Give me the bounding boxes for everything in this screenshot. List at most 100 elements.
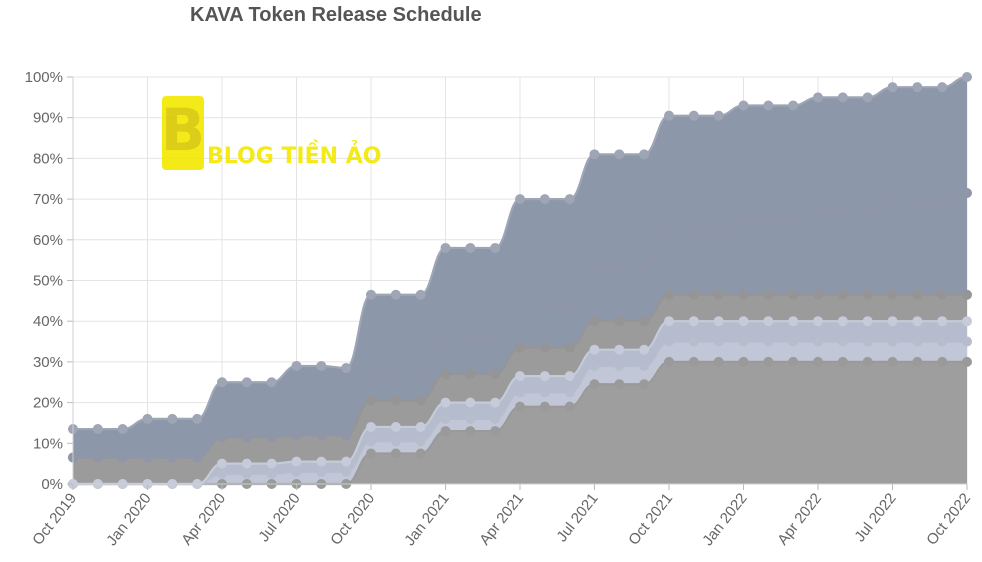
data-point[interactable] — [589, 360, 600, 371]
data-point[interactable] — [167, 452, 178, 463]
data-point[interactable] — [539, 371, 550, 382]
data-point[interactable] — [515, 401, 525, 412]
data-point[interactable] — [788, 216, 799, 227]
data-point[interactable] — [713, 336, 724, 347]
data-point[interactable] — [813, 356, 823, 367]
data-point[interactable] — [688, 336, 699, 347]
data-point[interactable] — [440, 426, 451, 437]
data-point[interactable] — [366, 395, 376, 406]
data-point[interactable] — [291, 456, 302, 467]
data-point[interactable] — [390, 448, 401, 459]
data-point[interactable] — [664, 356, 674, 367]
data-point[interactable] — [937, 82, 948, 93]
data-point[interactable] — [862, 206, 873, 217]
data-point[interactable] — [241, 377, 252, 388]
data-point[interactable] — [912, 356, 923, 367]
data-point[interactable] — [440, 397, 451, 408]
data-point[interactable] — [589, 344, 600, 355]
data-point[interactable] — [465, 369, 476, 380]
data-point[interactable] — [390, 371, 401, 382]
data-point[interactable] — [962, 72, 972, 82]
data-point[interactable] — [614, 149, 625, 160]
data-point[interactable] — [366, 436, 376, 447]
data-point[interactable] — [241, 458, 252, 469]
data-point[interactable] — [639, 344, 650, 355]
data-point[interactable] — [738, 316, 749, 327]
data-point[interactable] — [887, 82, 898, 93]
data-point[interactable] — [167, 413, 178, 424]
data-point[interactable] — [763, 216, 774, 227]
data-point[interactable] — [564, 387, 575, 398]
data-point[interactable] — [490, 242, 501, 253]
data-point[interactable] — [639, 263, 650, 274]
data-point[interactable] — [912, 82, 923, 93]
data-point[interactable] — [862, 356, 873, 367]
data-point[interactable] — [937, 289, 948, 300]
data-point[interactable] — [937, 356, 948, 367]
data-point[interactable] — [539, 401, 550, 412]
data-point[interactable] — [813, 336, 823, 347]
data-point[interactable] — [962, 336, 972, 347]
data-point[interactable] — [887, 336, 898, 347]
data-point[interactable] — [390, 436, 401, 447]
data-point[interactable] — [366, 422, 376, 433]
data-point[interactable] — [887, 316, 898, 327]
data-point[interactable] — [738, 100, 749, 111]
data-point[interactable] — [390, 422, 401, 433]
data-point[interactable] — [713, 356, 724, 367]
data-point[interactable] — [241, 432, 252, 443]
data-point[interactable] — [912, 289, 923, 300]
data-point[interactable] — [316, 360, 327, 371]
data-point[interactable] — [589, 316, 600, 327]
data-point[interactable] — [366, 448, 376, 459]
data-point[interactable] — [564, 342, 575, 353]
data-point[interactable] — [763, 289, 774, 300]
data-point[interactable] — [837, 336, 848, 347]
data-point[interactable] — [515, 371, 525, 382]
data-point[interactable] — [639, 149, 650, 160]
data-point[interactable] — [217, 468, 227, 479]
data-point[interactable] — [688, 316, 699, 327]
data-point[interactable] — [614, 379, 625, 390]
data-point[interactable] — [515, 342, 525, 353]
data-point[interactable] — [465, 397, 476, 408]
data-point[interactable] — [266, 377, 277, 388]
data-point[interactable] — [738, 216, 749, 227]
data-point[interactable] — [92, 452, 103, 463]
data-point[interactable] — [614, 263, 625, 274]
data-point[interactable] — [117, 452, 128, 463]
data-point[interactable] — [390, 395, 401, 406]
data-point[interactable] — [887, 289, 898, 300]
data-point[interactable] — [539, 342, 550, 353]
data-point[interactable] — [937, 336, 948, 347]
data-point[interactable] — [415, 395, 426, 406]
data-point[interactable] — [813, 206, 823, 217]
data-point[interactable] — [490, 369, 501, 380]
data-point[interactable] — [415, 422, 426, 433]
data-point[interactable] — [415, 448, 426, 459]
data-point[interactable] — [738, 336, 749, 347]
data-point[interactable] — [589, 261, 600, 272]
data-point[interactable] — [539, 194, 550, 205]
data-point[interactable] — [788, 316, 799, 327]
data-point[interactable] — [465, 334, 476, 345]
data-point[interactable] — [266, 468, 277, 479]
data-point[interactable] — [813, 289, 823, 300]
data-point[interactable] — [614, 360, 625, 371]
data-point[interactable] — [862, 316, 873, 327]
data-point[interactable] — [887, 356, 898, 367]
data-point[interactable] — [539, 299, 550, 310]
data-point[interactable] — [192, 452, 203, 463]
data-point[interactable] — [341, 430, 352, 441]
data-point[interactable] — [639, 379, 650, 390]
data-point[interactable] — [763, 336, 774, 347]
data-point[interactable] — [887, 196, 898, 207]
data-point[interactable] — [912, 336, 923, 347]
data-point[interactable] — [465, 426, 476, 437]
data-point[interactable] — [515, 194, 525, 205]
data-point[interactable] — [837, 206, 848, 217]
data-point[interactable] — [366, 289, 376, 300]
data-point[interactable] — [142, 452, 153, 463]
data-point[interactable] — [813, 92, 823, 103]
data-point[interactable] — [564, 401, 575, 412]
